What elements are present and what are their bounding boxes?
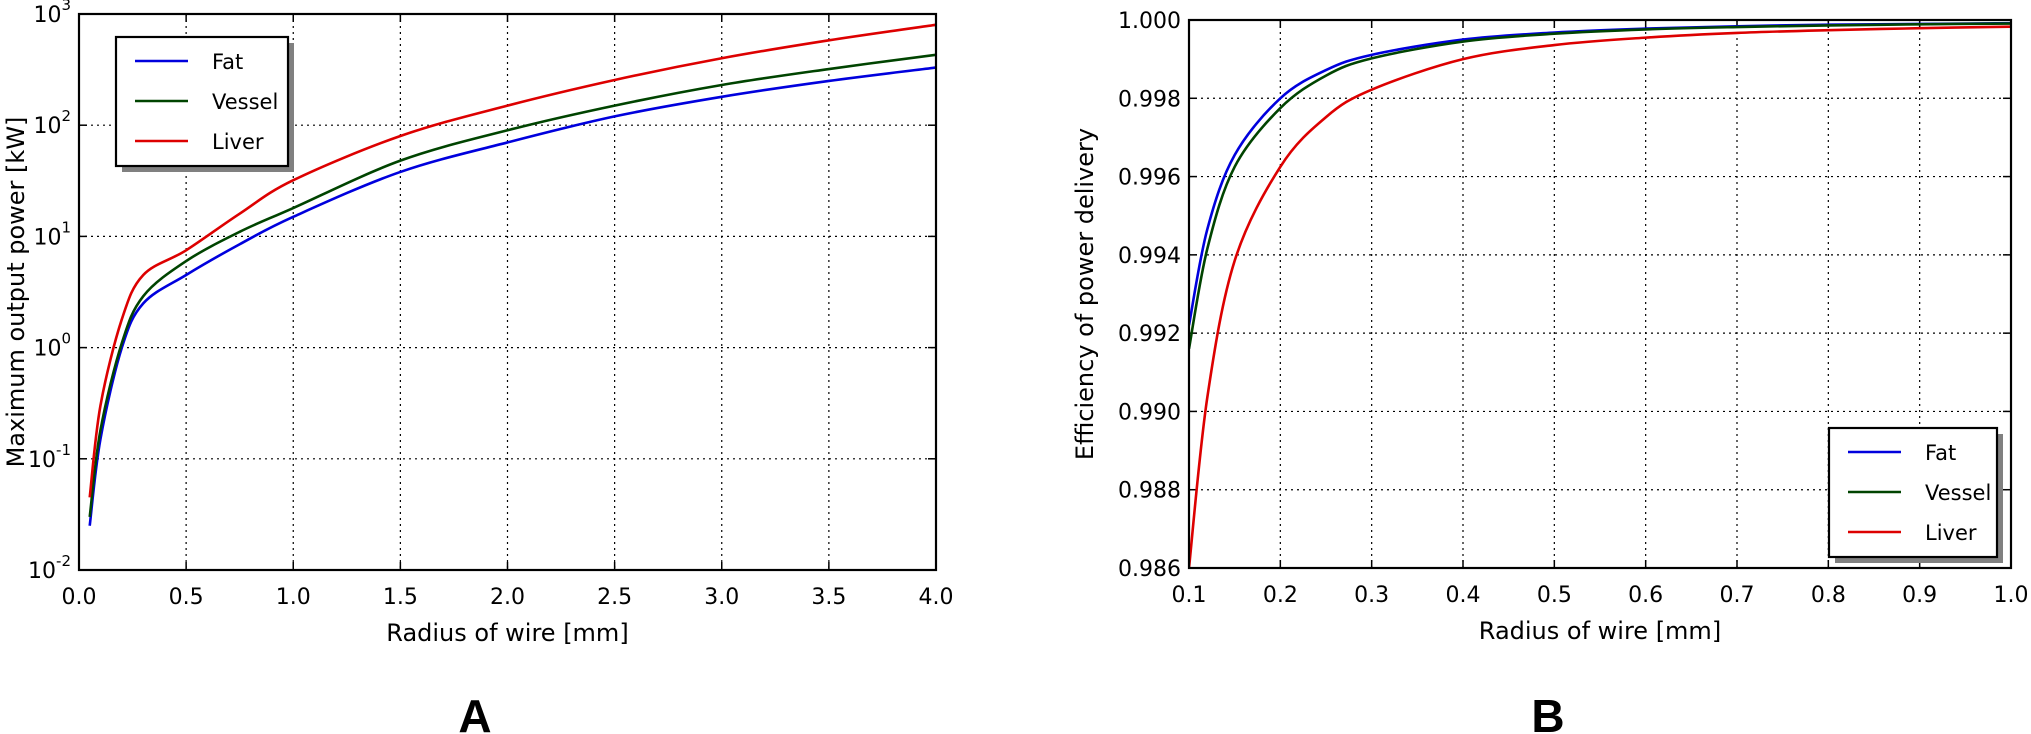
x-tick-label: 1.5: [383, 585, 418, 610]
panel-a: 0.0 0.5 1.0 1.5 2.0 2.5 3.0 3.5 4.0 10-2 10-1 100 10…: [2, 0, 954, 734]
series-line-vessel: [1189, 22, 2011, 350]
y-tick-label: 102: [33, 107, 71, 139]
panel-letter: A: [458, 690, 491, 734]
y-tick-label: 10-1: [28, 441, 71, 473]
panel-b: 0.1 0.2 0.3 0.4 0.5 0.6 0.7 0.8 0.9 1.0 0.986 0.988…: [1071, 9, 2029, 734]
legend-label: Vessel: [1925, 481, 1991, 505]
y-tick-label: 103: [33, 0, 71, 28]
x-tick-label: 1.0: [276, 585, 311, 610]
x-tick-label: 0.4: [1446, 583, 1481, 608]
x-tick-label: 2.5: [597, 585, 632, 610]
y-tick-label: 0.994: [1118, 244, 1181, 269]
x-axis-label: Radius of wire [mm]: [386, 619, 628, 647]
x-tick-label: 1.0: [1994, 583, 2029, 608]
x-tick-label: 0.2: [1263, 583, 1298, 608]
y-tick-label: 0.988: [1118, 479, 1181, 504]
x-tick-label: 0.3: [1354, 583, 1389, 608]
x-tick-label: 2.0: [490, 585, 525, 610]
y-tick-label: 0.996: [1118, 166, 1181, 191]
y-axis-label: Maximum output power [kW]: [2, 117, 30, 468]
series-line-liver: [1189, 25, 2011, 568]
y-tick-label: 10-2: [28, 552, 71, 584]
y-tick-label: 1.000: [1118, 9, 1181, 34]
series-line-fat: [1189, 21, 2011, 326]
y-tick-label: 0.990: [1118, 400, 1181, 425]
y-tick-label: 101: [33, 218, 71, 250]
series-line-liver: [88, 23, 936, 498]
panel-letter: B: [1531, 690, 1564, 734]
y-tick-label: 0.998: [1118, 87, 1181, 112]
y-tick-label: 0.986: [1118, 557, 1181, 582]
x-tick-label: 0.9: [1902, 583, 1937, 608]
y-axis-label: Efficiency of power delivery: [1071, 128, 1099, 460]
legend-box: [1827, 426, 1999, 559]
x-tick-label: 0.5: [1537, 583, 1572, 608]
x-tick-label: 0.0: [62, 585, 97, 610]
legend-label: Liver: [212, 130, 264, 154]
series-line-fat: [88, 66, 936, 526]
legend-label: Liver: [1925, 521, 1977, 545]
x-tick-label: 3.0: [704, 585, 739, 610]
x-tick-label: 0.1: [1172, 583, 1207, 608]
legend: Fat Vessel Liver: [1827, 426, 2003, 563]
x-tick-label: 0.7: [1720, 583, 1755, 608]
plot-frame: [77, 12, 938, 572]
x-tick-label: 0.5: [169, 585, 204, 610]
x-tick-label: 0.6: [1628, 583, 1663, 608]
legend: Fat Vessel Liver: [114, 35, 294, 172]
x-tick-label: 0.8: [1811, 583, 1846, 608]
plot-frame: [1187, 18, 2013, 570]
x-axis-label: Radius of wire [mm]: [1479, 617, 1721, 645]
y-tick-label: 100: [33, 330, 71, 362]
y-tick-label: 0.992: [1118, 322, 1181, 347]
legend-label: Fat: [212, 50, 243, 74]
x-tick-label: 4.0: [919, 585, 954, 610]
legend-label: Vessel: [212, 90, 278, 114]
legend-label: Fat: [1925, 441, 1956, 465]
x-tick-label: 3.5: [811, 585, 846, 610]
series-line-vessel: [88, 53, 936, 518]
